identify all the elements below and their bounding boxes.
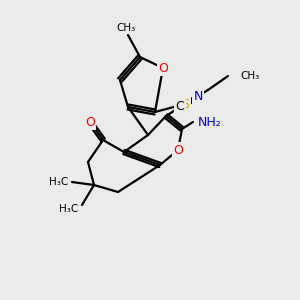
- Text: O: O: [173, 143, 183, 157]
- Text: C: C: [176, 100, 184, 113]
- Text: H₃C: H₃C: [59, 204, 78, 214]
- Text: NH₂: NH₂: [198, 116, 222, 128]
- Text: S: S: [181, 98, 189, 110]
- Text: CH₃: CH₃: [240, 71, 259, 81]
- Text: H₃C: H₃C: [49, 177, 68, 187]
- Text: O: O: [85, 116, 95, 128]
- Text: O: O: [158, 61, 168, 74]
- Text: CH₃: CH₃: [116, 23, 136, 33]
- Text: N: N: [193, 91, 203, 103]
